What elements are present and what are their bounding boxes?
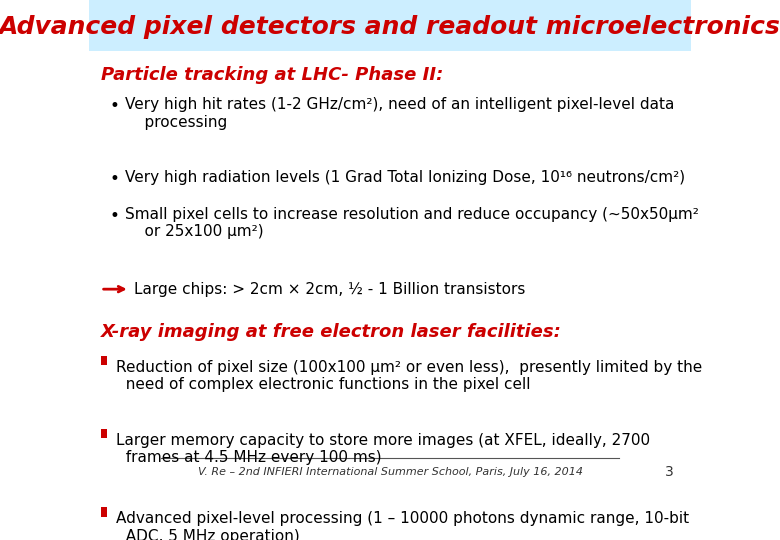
Bar xyxy=(101,356,108,366)
Text: V. Re – 2nd INFIERI International Summer School, Paris, July 16, 2014: V. Re – 2nd INFIERI International Summer… xyxy=(197,468,583,477)
Bar xyxy=(101,508,108,517)
Text: Very high radiation levels (1 Grad Total Ionizing Dose, 10¹⁶ neutrons/cm²): Very high radiation levels (1 Grad Total… xyxy=(125,170,685,185)
Text: •: • xyxy=(110,97,119,115)
Text: 3: 3 xyxy=(665,465,673,480)
Bar xyxy=(101,429,108,438)
Text: Large chips: > 2cm × 2cm, ½ - 1 Billion transistors: Large chips: > 2cm × 2cm, ½ - 1 Billion … xyxy=(134,282,525,296)
Text: Particle tracking at LHC- Phase II:: Particle tracking at LHC- Phase II: xyxy=(101,65,443,84)
Text: X-ray imaging at free electron laser facilities:: X-ray imaging at free electron laser fac… xyxy=(101,323,562,341)
Text: Small pixel cells to increase resolution and reduce occupancy (~50x50μm²
    or : Small pixel cells to increase resolution… xyxy=(125,206,699,239)
Text: Larger memory capacity to store more images (at XFEL, ideally, 2700
  frames at : Larger memory capacity to store more ima… xyxy=(115,433,650,465)
Text: •: • xyxy=(110,206,119,225)
Text: •: • xyxy=(110,170,119,188)
Text: Advanced pixel-level processing (1 – 10000 photons dynamic range, 10-bit
  ADC, : Advanced pixel-level processing (1 – 100… xyxy=(115,511,689,540)
Text: Advanced pixel detectors and readout microelectronics: Advanced pixel detectors and readout mic… xyxy=(0,15,780,39)
FancyBboxPatch shape xyxy=(89,0,691,51)
Text: Reduction of pixel size (100x100 μm² or even less),  presently limited by the
  : Reduction of pixel size (100x100 μm² or … xyxy=(115,360,702,392)
Text: Very high hit rates (1-2 GHz/cm²), need of an intelligent pixel-level data
    p: Very high hit rates (1-2 GHz/cm²), need … xyxy=(125,97,674,130)
